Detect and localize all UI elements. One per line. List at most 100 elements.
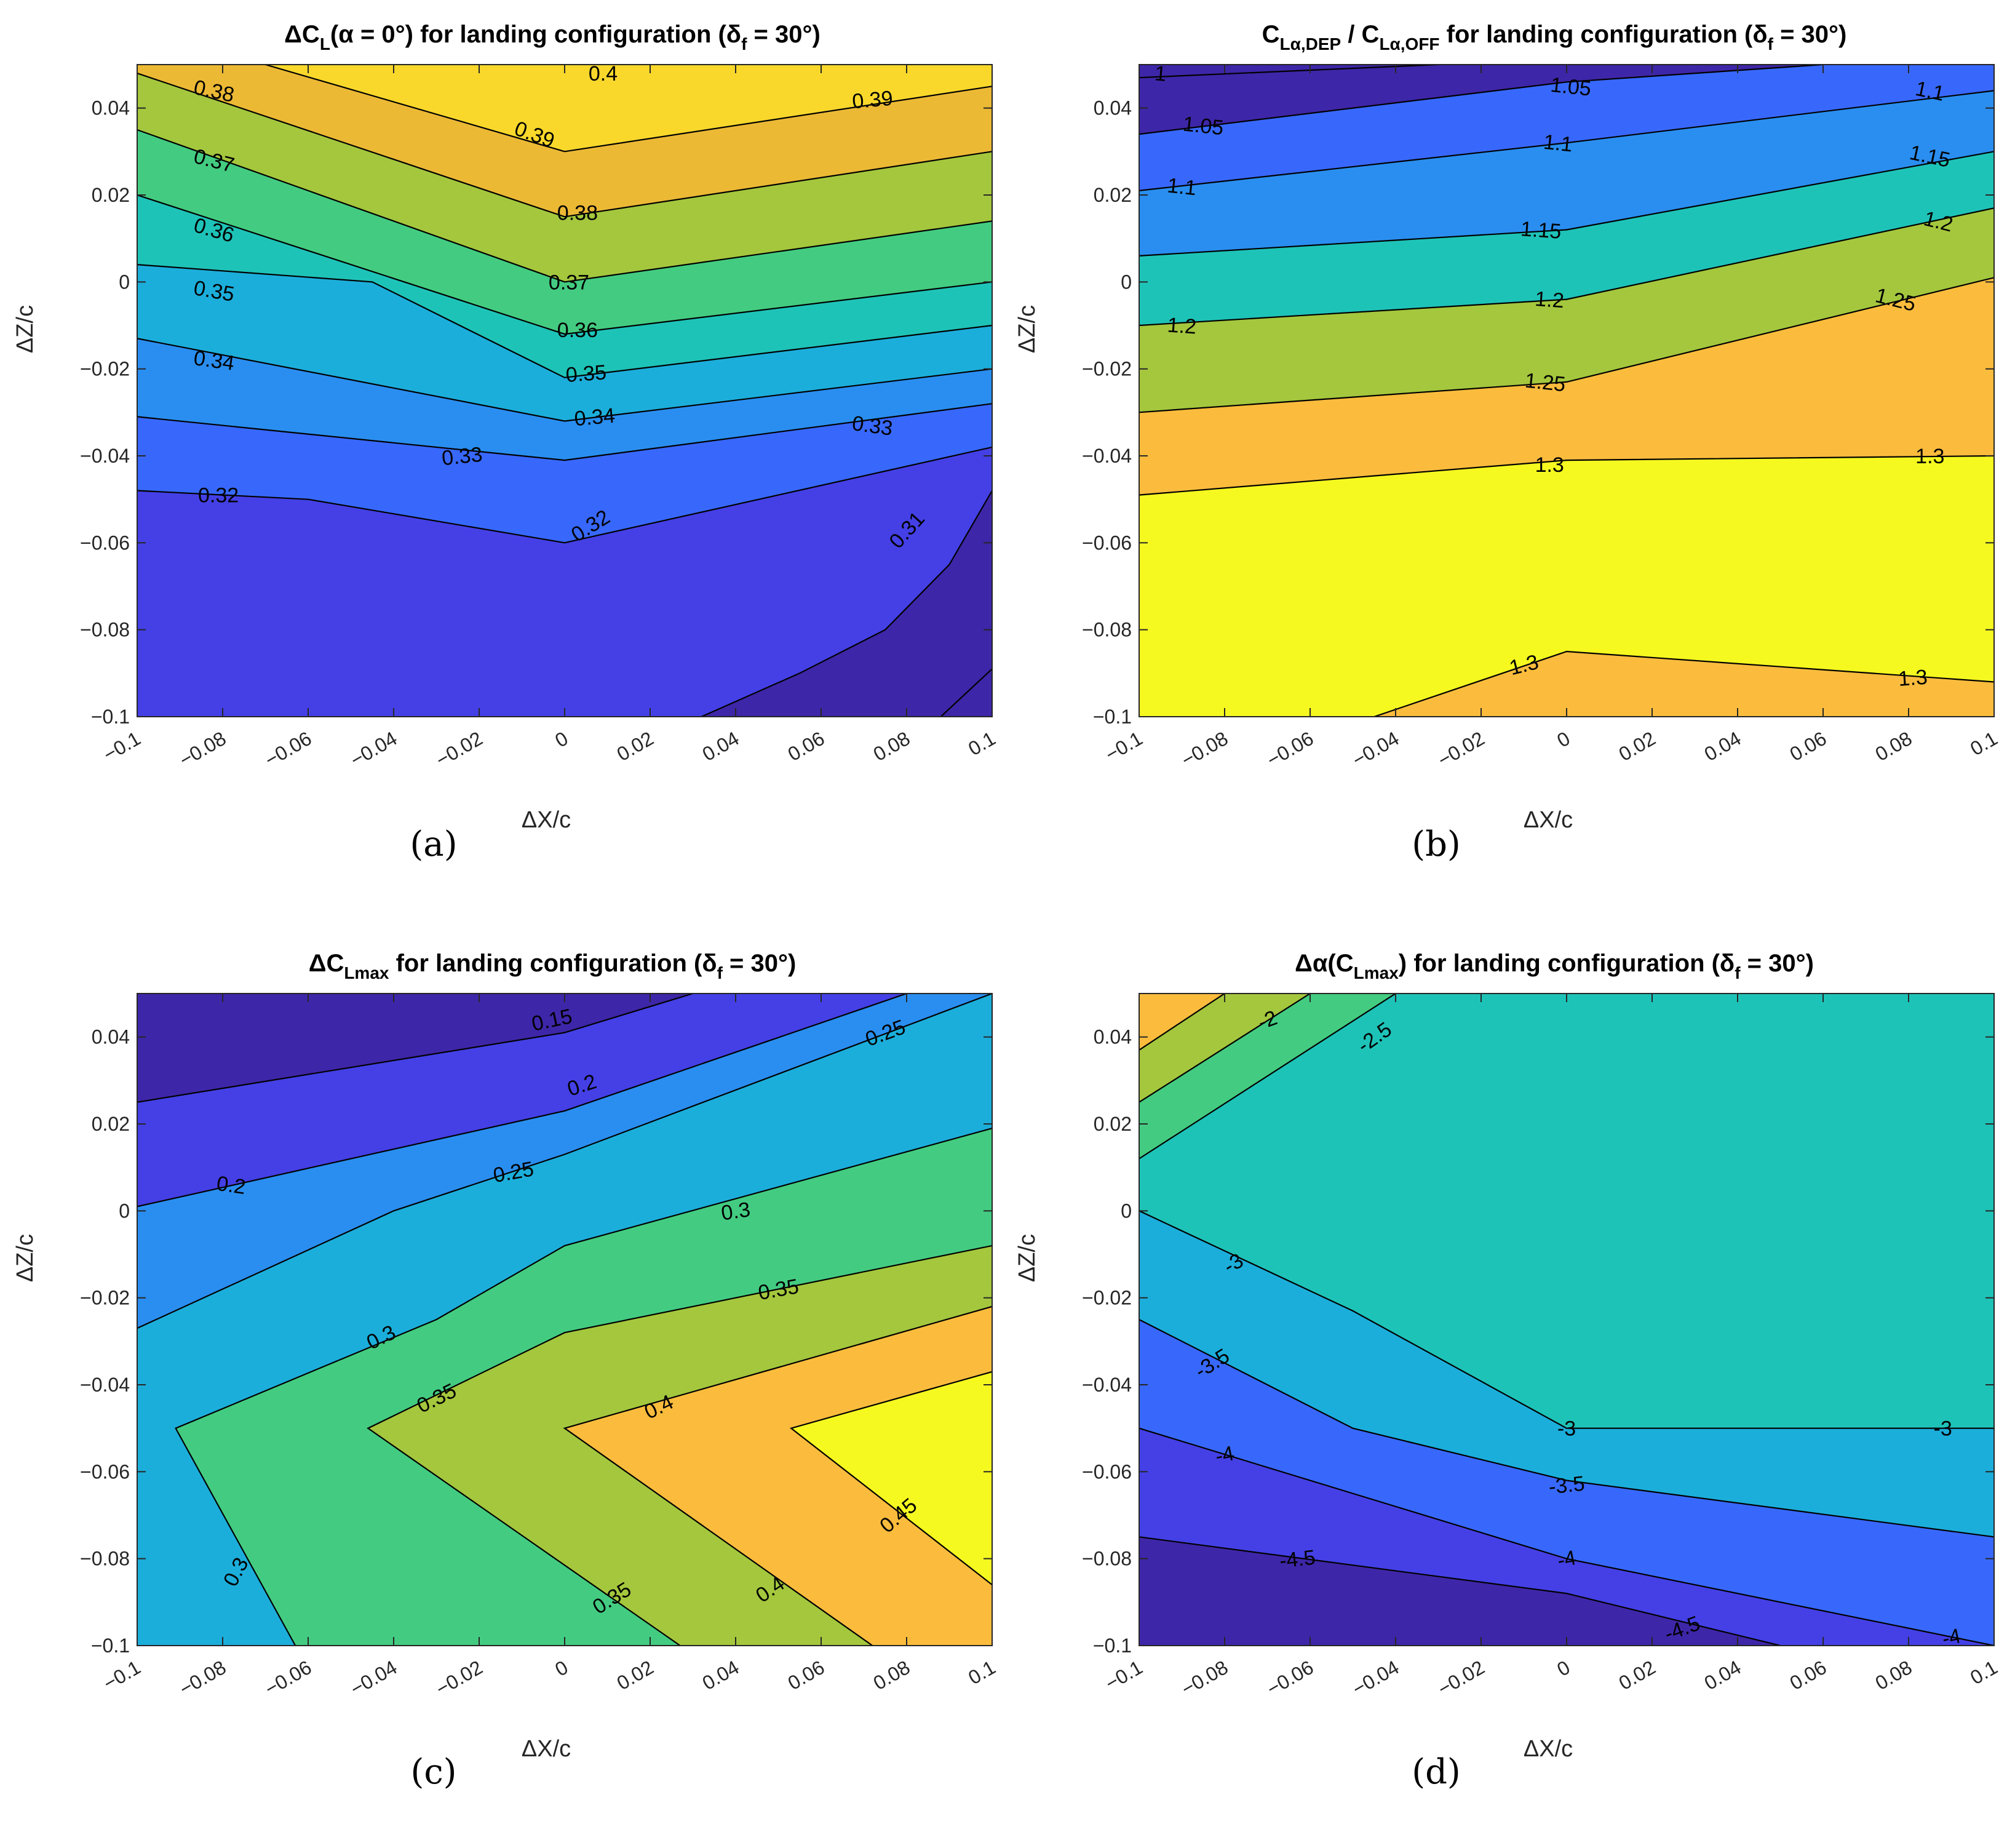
contour-label: 0.34: [193, 346, 236, 375]
contour-label: 1.2: [1534, 287, 1565, 313]
contour-band: [1374, 651, 1994, 717]
contour-label-text: 1: [1154, 62, 1167, 86]
chart-title: ΔCL(α = 0°) for landing configuration (δ…: [284, 21, 821, 54]
contour-label: 0.2: [215, 1172, 247, 1199]
caption-c: (c): [410, 1752, 457, 1792]
contour-label-text: 0.33: [440, 443, 483, 471]
contour-label: -3: [1933, 1417, 1952, 1441]
x-tick-label: −0.04: [1348, 1656, 1402, 1700]
contour-label-text: 1.3: [1898, 666, 1928, 691]
x-tick-label: 0.02: [1615, 1656, 1659, 1694]
caption-b: (b): [1412, 824, 1461, 864]
contour-line: [1139, 90, 1994, 191]
contour-label-text: -4.5: [1278, 1546, 1316, 1573]
contour-label-text: 1.3: [1535, 453, 1564, 477]
contour-line: [789, 1371, 992, 1585]
y-tick-label: −0.1: [1093, 1635, 1132, 1657]
y-tick-label: −0.06: [1082, 532, 1132, 554]
y-tick-label: −0.02: [1082, 358, 1132, 380]
contour-area: 0.40.390.390.380.380.370.370.360.360.350…: [137, 65, 992, 717]
y-tick-label: 0.02: [92, 184, 130, 206]
y-tick-label: −0.06: [80, 532, 130, 554]
contour-band: [265, 65, 992, 152]
contour-label: -3: [1557, 1417, 1576, 1441]
contour-line: [175, 1128, 992, 1646]
contour-label: 0.33: [440, 443, 483, 471]
contour-label-text: 1.1: [1166, 174, 1198, 201]
y-axis-label: ΔZ/c: [12, 305, 38, 353]
y-tick-label: −0.02: [1082, 1287, 1132, 1309]
chart-title: Δα(CLmax) for landing configuration (δf …: [1295, 950, 1814, 982]
x-tick-label: 0.1: [1966, 1656, 2001, 1689]
contour-label: 0.38: [557, 201, 598, 225]
contour-line: [1139, 277, 1994, 413]
contour-label-text: 0.35: [565, 360, 608, 387]
y-tick-label: 0.04: [92, 1026, 130, 1048]
contour-line: [1139, 151, 1994, 257]
contour-label: 0.35: [565, 360, 608, 387]
contour-line: [1139, 994, 1396, 1160]
contour-line: [701, 490, 992, 717]
contour-label-text: 0.3: [720, 1198, 752, 1225]
contour-label-text: -3.5: [1548, 1472, 1586, 1499]
x-tick-label: −0.1: [1102, 1656, 1147, 1695]
x-axis-label: ΔX/c: [1524, 1736, 1573, 1762]
contour-line: [137, 264, 992, 378]
contour-band: [565, 1306, 992, 1646]
contour-label-text: -3: [1557, 1417, 1576, 1441]
y-tick-label: 0.04: [1094, 97, 1132, 119]
contour-label-text: 0.39: [851, 87, 894, 114]
chart-title: ΔCLmax for landing configuration (δf = 3…: [309, 950, 797, 982]
contour-line: [1139, 994, 1311, 1103]
contour-area: -2 -2.5-3-3 -3-3.5-3.5-4-4-4-4.5-4.5: [1139, 994, 1994, 1646]
y-tick-label: 0.02: [92, 1113, 130, 1135]
y-tick-label: −0.06: [1082, 1460, 1132, 1483]
y-tick-label: −0.08: [1082, 1548, 1132, 1570]
contour-line: [563, 1305, 992, 1646]
contour-label: 1.2: [1167, 313, 1198, 338]
contour-line: [265, 65, 992, 153]
y-tick-label: 0: [1121, 271, 1132, 293]
contour-line: [137, 194, 992, 335]
contour-label-text: 0.2: [215, 1172, 247, 1199]
contour-band: [791, 1371, 992, 1585]
contour-line: [1139, 65, 1439, 79]
contour-line: [137, 994, 907, 1208]
x-axis-label: ΔX/c: [522, 1736, 571, 1762]
contour-label: 1.3: [1535, 453, 1564, 477]
y-tick-label: −0.1: [91, 706, 130, 728]
y-tick-label: −0.08: [1082, 619, 1132, 641]
contour-line: [1139, 1536, 1781, 1646]
contour-label: 1.05: [1182, 113, 1225, 140]
x-tick-label: 0.08: [1872, 1656, 1916, 1694]
y-tick-label: 0.04: [1094, 1026, 1132, 1048]
x-tick-label: −0.02: [1434, 1656, 1488, 1700]
x-tick-label: −0.08: [1177, 1656, 1231, 1700]
contour-label: 1.3: [1898, 666, 1928, 691]
contour-line: [940, 668, 992, 717]
y-tick-label: −0.04: [80, 445, 130, 467]
y-tick-label: −0.02: [80, 358, 130, 380]
contour-line: [1139, 1427, 1994, 1646]
chart-title: CLα,DEP / CLα,OFF for landing configurat…: [1262, 21, 1847, 54]
contour-label-text: 0.38: [557, 201, 598, 225]
contour-label: 0.4: [589, 65, 618, 86]
y-tick-label: −0.1: [91, 1635, 130, 1657]
contour-label-text: 0.33: [851, 412, 894, 440]
contour-label-text: 1.1: [1543, 130, 1574, 157]
contour-line: [137, 994, 992, 1329]
contour-label: 1.15: [1520, 217, 1562, 244]
contour-label: 1.1: [1543, 130, 1574, 157]
y-tick-label: −0.08: [80, 619, 130, 641]
contour-line: [1139, 994, 1225, 1051]
contour-label-text: 1.3: [1915, 445, 1944, 468]
y-tick-label: 0: [119, 271, 130, 293]
contour-area: 1 1.051.051.11.11.11.151.151.21.21.21.251…: [1139, 62, 1994, 717]
contour-label: 1.1: [1166, 174, 1198, 201]
y-tick-label: −0.04: [1082, 445, 1132, 467]
caption-a: (a): [410, 824, 458, 864]
contour-label-text: 1.25: [1524, 369, 1567, 397]
